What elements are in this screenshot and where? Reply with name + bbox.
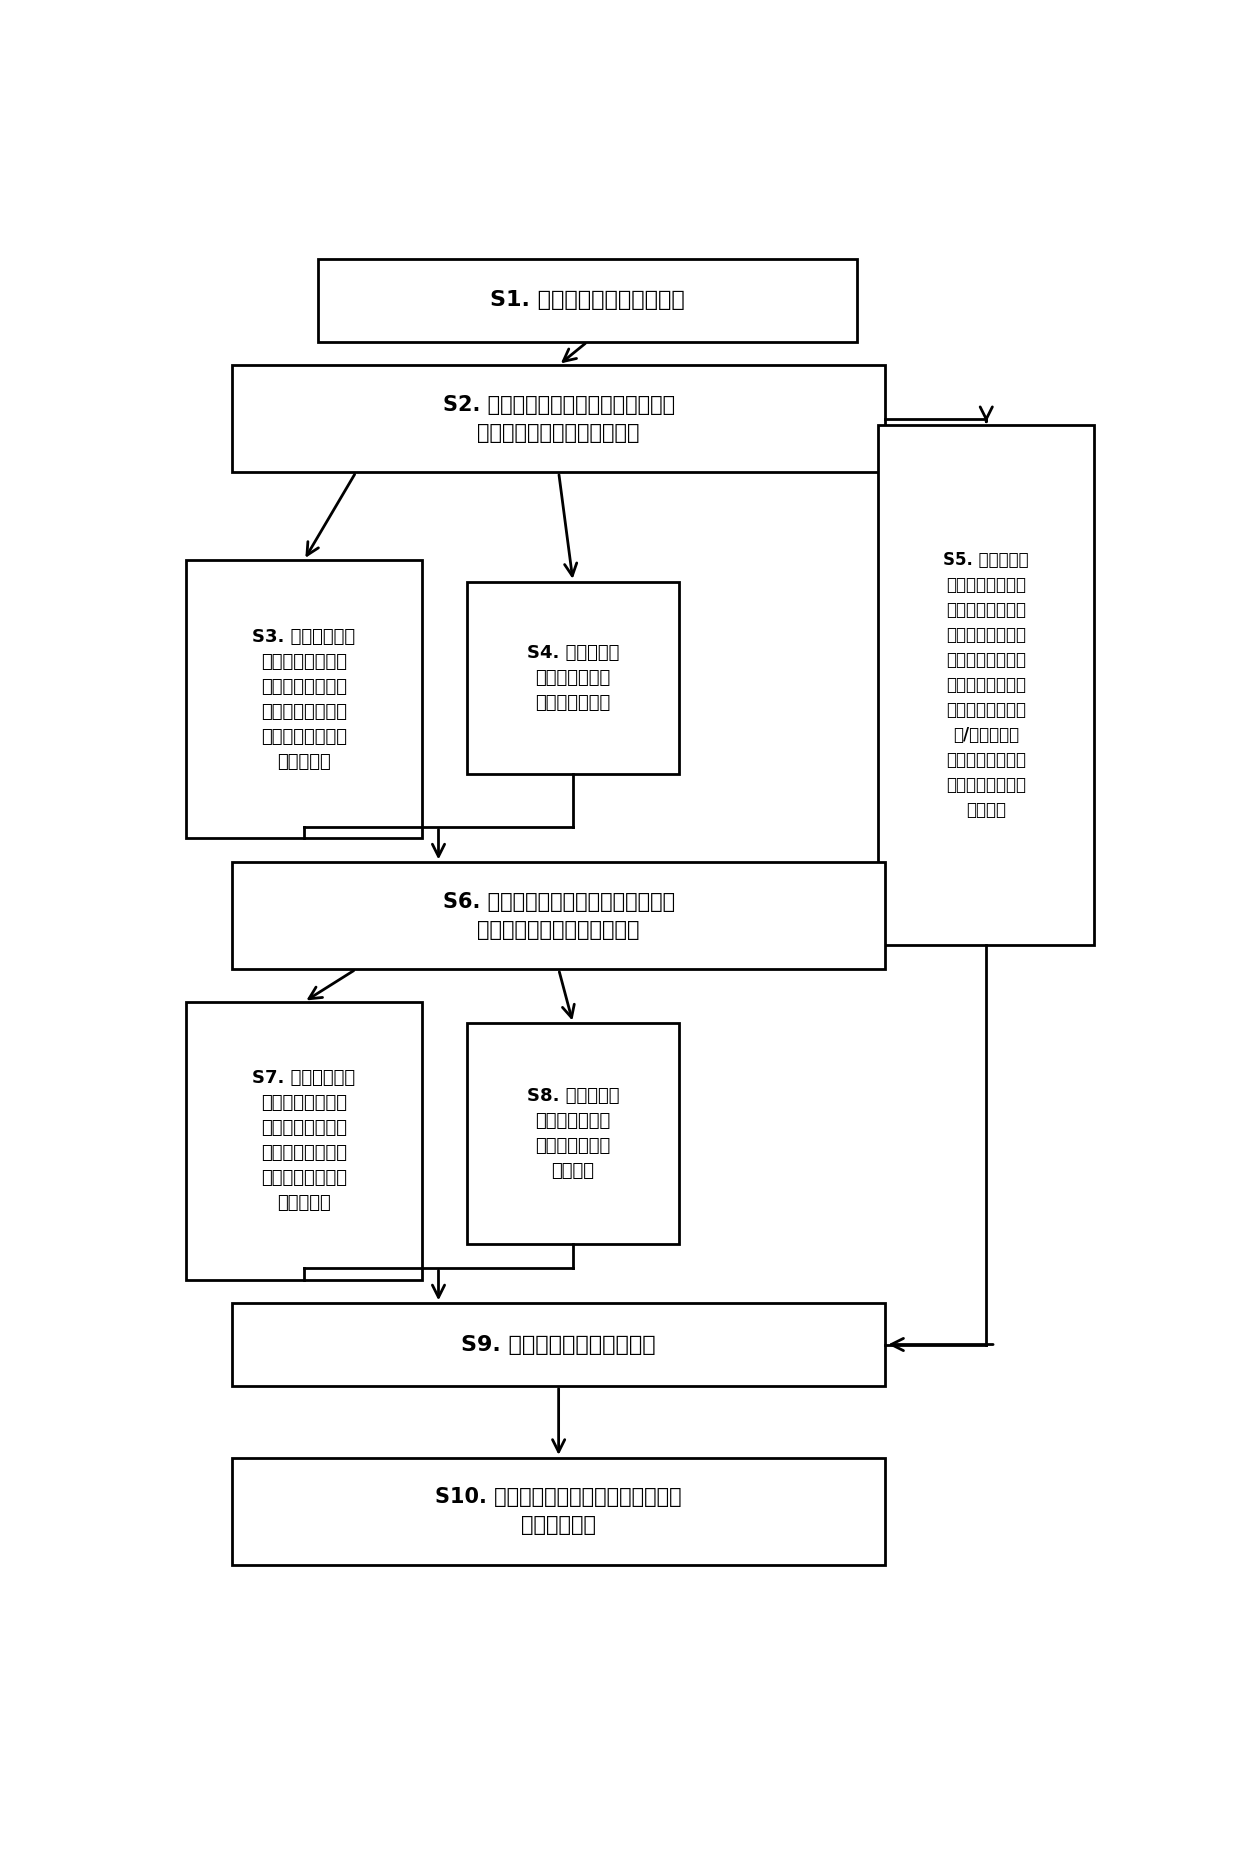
Text: S2. 弹出包含有选择外接充电器供电或
电池供电选项的供电选择菜单: S2. 弹出包含有选择外接充电器供电或 电池供电选项的供电选择菜单	[443, 394, 675, 442]
Text: S1. 监测到插入大电流充电器: S1. 监测到插入大电流充电器	[490, 290, 684, 311]
Bar	[319, 259, 857, 342]
Text: S10. 所述外接电源供电图标和所述外接
充电图标消失: S10. 所述外接电源供电图标和所述外接 充电图标消失	[435, 1487, 682, 1536]
Bar	[186, 561, 422, 838]
Text: S6. 弹出包含有是否选择外接大电流充
电器进行充电的充电选择菜单: S6. 弹出包含有是否选择外接大电流充 电器进行充电的充电选择菜单	[443, 892, 675, 940]
Bar	[232, 862, 885, 969]
Text: S3. 使用大电流充
电器进行供电，在
进行供电的同时，
在移动智能终端操
作界面显示外接电
源供电图标: S3. 使用大电流充 电器进行供电，在 进行供电的同时， 在移动智能终端操 作界…	[253, 627, 356, 771]
Text: S8. 禁止大电流
充电器充电，关
闭大电流充电器
充电路径: S8. 禁止大电流 充电器充电，关 闭大电流充电器 充电路径	[527, 1088, 619, 1180]
Text: S5. 进入默认状
态，大电流充电器
为电池充电，同时
还为移动智能终端
供电显示外接电源
充电图标；所述电
池充满后，电池充
电/供电电路断
开，由大电流充电: S5. 进入默认状 态，大电流充电器 为电池充电，同时 还为移动智能终端 供电显…	[944, 551, 1029, 820]
Bar	[232, 1458, 885, 1565]
Bar	[467, 581, 678, 773]
Text: S4. 使用电池供
电，关闭大电流
充电器供电路径: S4. 使用电池供 电，关闭大电流 充电器供电路径	[527, 644, 619, 712]
Bar	[467, 1023, 678, 1243]
Bar	[232, 1302, 885, 1386]
Text: S9. 监测到大电流充电器拔除: S9. 监测到大电流充电器拔除	[461, 1334, 656, 1354]
Bar	[232, 364, 885, 472]
Text: S7. 使用大电流充
电器进行充电，在
进行充电的同时，
在移动智能终端操
作界面显示外接电
源充电图标: S7. 使用大电流充 电器进行充电，在 进行充电的同时， 在移动智能终端操 作界…	[253, 1069, 356, 1212]
Bar	[878, 426, 1095, 945]
Bar	[186, 1003, 422, 1280]
